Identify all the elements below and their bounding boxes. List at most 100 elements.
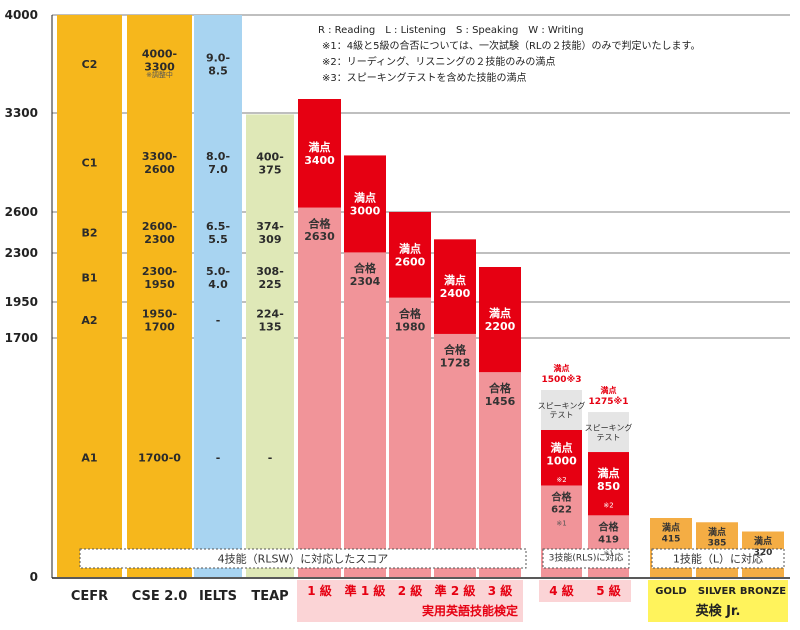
full-score-label: 満点 850 [597, 466, 620, 493]
jr-score-label: 満点 385 [708, 526, 727, 549]
note-line: ※2：リーディング、リスニングの２技能のみの満点 [322, 55, 555, 68]
bar-layer [57, 15, 788, 622]
grade-label: 4 級 [549, 583, 574, 598]
band-label: 3300-2600 [142, 150, 177, 176]
full-score-label: 満点 1000 [546, 440, 577, 467]
pass-score-label: 合格 419 [598, 520, 620, 545]
band-label: 5.0-4.0 [206, 265, 230, 291]
band-label: - [216, 314, 221, 327]
three-skills-box-label: 3技能(RLS)に対応 [549, 552, 624, 564]
full-score-bar [479, 267, 521, 373]
full-score-label: 満点 3400 [304, 139, 335, 166]
pass-score-note: ※1 [556, 520, 566, 528]
pass-score-label: 合格 622 [551, 490, 573, 515]
full-score-bar [588, 452, 629, 516]
pass-score-label: 合格 1728 [440, 342, 471, 369]
band-label: B2 [81, 226, 97, 239]
pass-score-bar [344, 252, 386, 577]
note-line: R : Reading L : Listening S : Speaking W… [318, 25, 584, 36]
total-full-value: 1500※3 [541, 374, 581, 385]
pass-score-bar [434, 333, 476, 577]
band-label: 400-375 [256, 150, 284, 176]
x-tick-label: TEAP [251, 589, 288, 604]
band-label: - [268, 451, 273, 464]
x-tick-label: CEFR [71, 589, 108, 604]
column-teap [246, 114, 294, 578]
total-full-label: 満点 [601, 385, 617, 395]
band-label: B1 [81, 271, 97, 284]
eiken-group-label: 実用英語技能検定 [422, 603, 518, 618]
column-cefr [57, 15, 122, 577]
full-score-bar [541, 430, 582, 486]
full-score-bar [434, 239, 476, 334]
grade-label: 1 級 [307, 583, 332, 598]
y-tick-label: 4000 [5, 8, 38, 22]
column-ielts [194, 15, 242, 577]
full-score-label: 満点 2400 [440, 273, 471, 300]
band-label: 8.0-7.0 [206, 150, 230, 176]
band-label: - [216, 451, 221, 464]
label-layer: C2 C1 B2 B1 A2 A1 CEFR 4000-3300※調整中 3300-2600 26… [71, 47, 786, 618]
total-full-label: 満点 [554, 363, 570, 373]
note-line: ※1：4級と5級の合否については、一次試験（RLの２技能）のみで判定いたします。 [322, 39, 701, 52]
pass-score-bar [298, 207, 341, 577]
pass-score-label: 合格 2630 [304, 216, 335, 243]
y-tick-label: 2300 [5, 246, 38, 260]
jr-level-label: BRONZE [740, 586, 786, 597]
y-tick-label: 2600 [5, 205, 38, 219]
speaking-test-bar [541, 390, 582, 430]
band-label: A2 [81, 314, 97, 327]
eiken-jr-group-label: 英検 Jr. [695, 603, 741, 619]
band-label: 6.5-5.5 [206, 220, 230, 246]
jr-level-label: SILVER [698, 586, 736, 597]
one-skill-box [651, 548, 785, 569]
y-tick-label: 3300 [5, 106, 38, 120]
note-line: ※3：スピーキングテストを含めた技能の満点 [322, 71, 526, 84]
full-score-bar [389, 212, 431, 298]
column-cse [127, 15, 192, 577]
band-label: C1 [82, 156, 98, 169]
one-skill-box-label: 1技能（L）に対応 [673, 551, 763, 565]
band-label: 308-225 [256, 265, 284, 291]
four-skills-box [79, 548, 527, 569]
grade-label: 準 1 級 [345, 583, 386, 598]
pass-score-label: 合格 2304 [350, 260, 381, 287]
three-skills-box [542, 548, 630, 569]
x-tick-label: IELTS [199, 589, 237, 604]
band-label: C2 [82, 58, 98, 71]
y-tick-label: 0 [30, 570, 38, 584]
full-score-bar [298, 99, 341, 208]
four-skills-box-label: 4技能（RLSW）に対応したスコア [218, 551, 389, 565]
full-score-label: 満点 3000 [350, 190, 381, 217]
band-label: 1950-1700 [142, 307, 177, 333]
grade-label: 3 級 [488, 583, 513, 598]
speaking-test-bar [588, 412, 629, 453]
grade-label: 5 級 [596, 583, 621, 598]
jr-level-label: GOLD [655, 586, 686, 597]
notes-layer: R : Reading L : Listening S : Speaking W… [318, 25, 701, 84]
y-tick-label: 1950 [5, 295, 38, 309]
speaking-test-label: スピーキングテスト [538, 400, 586, 419]
pass-score-label: 合格 1980 [395, 306, 426, 333]
jr-score-label: 満点 320 [754, 535, 773, 558]
y-tick-label: 1700 [5, 331, 38, 345]
full-score-note: ※2 [556, 476, 566, 484]
band-label: 4000-3300 [142, 47, 177, 73]
eiken-jr-group-band [648, 580, 788, 622]
band-label: 2300-1950 [142, 265, 177, 291]
grade-label: 2 級 [398, 583, 423, 598]
band-note: ※調整中 [146, 70, 173, 79]
eiken-lower-group-band [539, 580, 631, 602]
full-score-note: ※2 [603, 502, 613, 510]
total-full-value: 1275※1 [588, 396, 628, 407]
pass-score-bar [389, 297, 431, 577]
band-label: 2600-2300 [142, 220, 177, 246]
full-score-bar [344, 155, 386, 253]
pass-score-bar [479, 372, 521, 577]
eiken-group-band [297, 580, 523, 622]
band-label: 1700-0 [138, 451, 181, 464]
grade-label: 準 2 級 [435, 583, 476, 598]
band-label: 374-309 [256, 220, 284, 246]
x-tick-label: CSE 2.0 [132, 589, 188, 604]
